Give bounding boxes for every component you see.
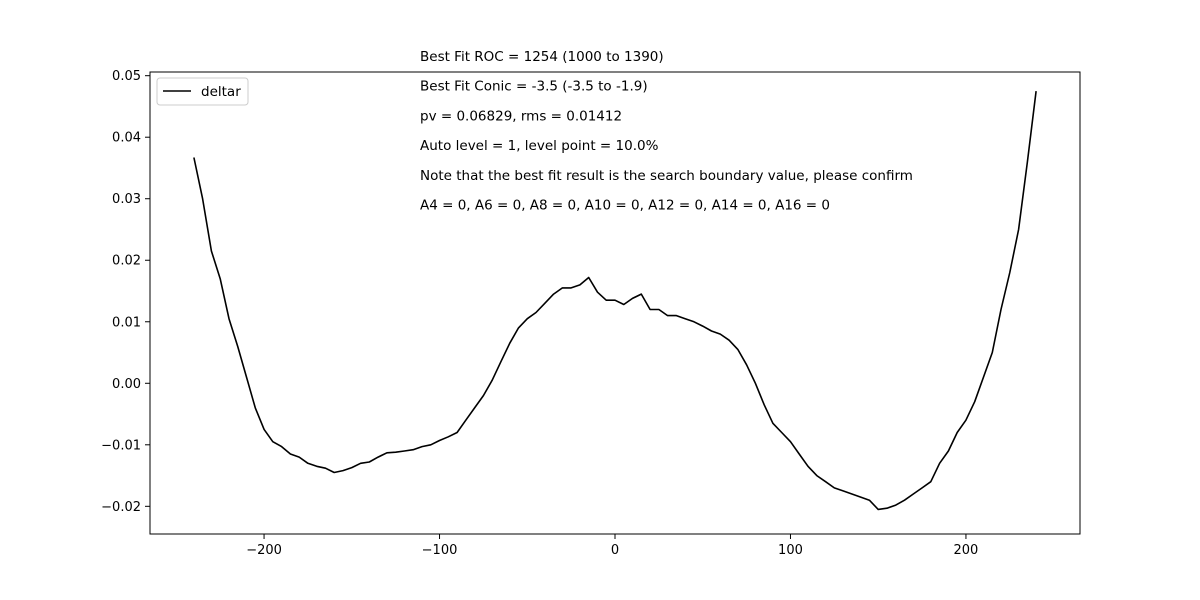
x-axis: −200 −100 0 100 200 [246, 534, 978, 558]
annotation-text: Best Fit ROC = 1254 (1000 to 1390) [420, 49, 664, 65]
y-tick-label: 0.00 [112, 377, 141, 392]
y-tick-label: 0.04 [112, 131, 141, 146]
y-tick-label: −0.02 [101, 500, 141, 515]
y-tick-label: 0.05 [112, 69, 141, 84]
y-tick-label: 0.03 [112, 192, 141, 207]
y-tick-label: 0.02 [112, 254, 141, 269]
annotation-text: A4 = 0, A6 = 0, A8 = 0, A10 = 0, A12 = 0… [420, 198, 830, 214]
series-layer [193, 91, 1037, 511]
annotation-text: Note that the best fit result is the sea… [420, 168, 913, 184]
series-line-deltar [193, 91, 1037, 511]
annotation-text: Auto level = 1, level point = 10.0% [420, 138, 659, 154]
x-tick-label: 100 [778, 543, 803, 558]
y-tick-label: 0.01 [112, 315, 141, 330]
x-tick-label: −100 [422, 543, 458, 558]
legend-label: deltar [201, 84, 241, 100]
plot-frame [149, 71, 1081, 535]
legend: deltar [156, 77, 249, 106]
x-tick-label: 0 [611, 543, 619, 558]
x-tick-label: −200 [246, 543, 282, 558]
annotation-text: pv = 0.06829, rms = 0.01412 [420, 108, 622, 124]
x-tick-label: 200 [954, 543, 979, 558]
annotation-text: Best Fit Conic = -3.5 (-3.5 to -1.9) [420, 79, 648, 95]
legend-box [156, 77, 249, 106]
y-tick-label: −0.01 [101, 438, 141, 453]
annotation-block: Best Fit ROC = 1254 (1000 to 1390) Best F… [420, 49, 913, 214]
plot-area [150, 72, 1080, 534]
y-axis: −0.02 −0.01 0.00 0.01 0.02 0.03 0.04 0.05 [101, 69, 150, 515]
